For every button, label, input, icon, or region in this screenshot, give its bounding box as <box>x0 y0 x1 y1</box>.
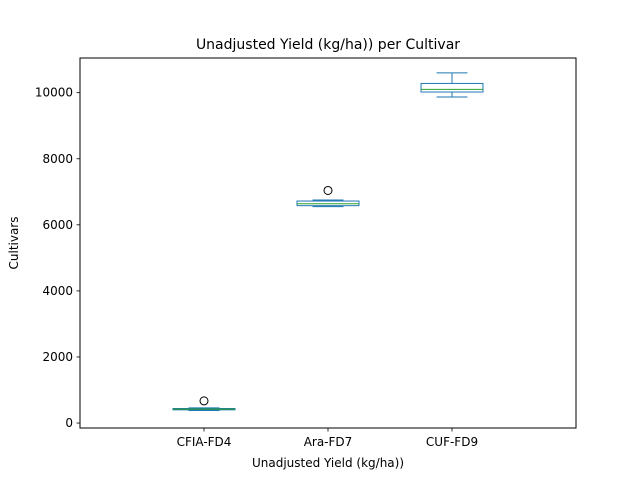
box-cuf-fd9 <box>420 72 484 98</box>
y-tick-label: 8000 <box>42 152 73 166</box>
y-axis-label: Cultivars <box>7 217 21 270</box>
y-tick-label: 4000 <box>42 284 73 298</box>
x-tick-label: CFIA-FD4 <box>177 435 232 449</box>
x-tick-label: Ara-FD7 <box>304 435 353 449</box>
iqr-box <box>420 82 484 93</box>
box-ara-fd7 <box>296 185 360 208</box>
y-tick-label: 2000 <box>42 350 73 364</box>
box-cfia-fd4 <box>172 396 236 411</box>
x-axis-label: Unadjusted Yield (kg/ha)) <box>252 456 404 470</box>
outlier-point <box>199 396 209 406</box>
plot-area <box>172 72 484 411</box>
chart-title: Unadjusted Yield (kg/ha)) per Cultivar <box>196 37 460 53</box>
y-tick-label: 6000 <box>42 218 73 232</box>
y-tick-label: 10000 <box>35 86 73 100</box>
outlier-point <box>323 185 333 195</box>
x-tick-label: CUF-FD9 <box>426 435 478 449</box>
y-tick-label: 0 <box>65 416 73 430</box>
